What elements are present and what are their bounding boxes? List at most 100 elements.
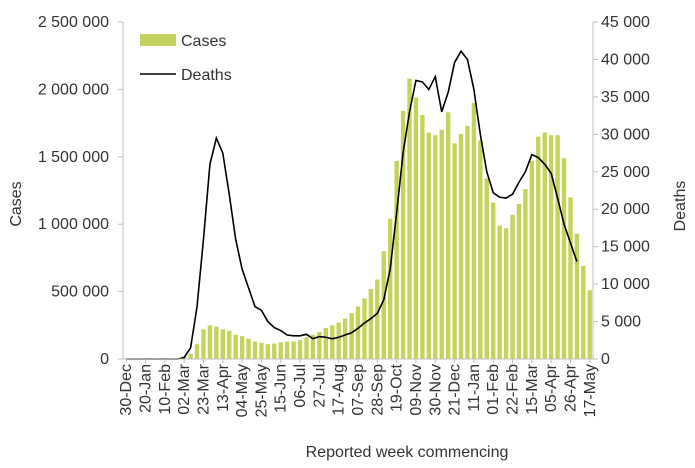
bar-cases — [439, 129, 444, 359]
bar-cases — [330, 325, 335, 359]
bar-cases — [388, 218, 393, 359]
x-tick-label: 30-Nov — [427, 364, 444, 416]
bar-cases — [426, 132, 432, 359]
bar-cases — [465, 125, 470, 359]
x-tick-label: 07-Sep — [350, 364, 367, 416]
bar-cases — [536, 136, 541, 359]
bar-cases — [587, 290, 592, 359]
x-tick-label: 27-Jul — [311, 364, 328, 408]
x-tick-label: 17-Aug — [331, 364, 348, 416]
x-axis-title: Reported week commencing — [306, 444, 509, 461]
legend-label-deaths: Deaths — [181, 67, 232, 84]
x-tick-label: 25-May — [253, 364, 270, 417]
bar-cases — [362, 298, 367, 359]
bar-cases — [246, 338, 251, 359]
x-tick-label: 22-Feb — [505, 364, 522, 415]
bar-cases — [510, 214, 515, 359]
y-right-tick-label: 10 000 — [601, 276, 650, 293]
y-axis-right-title: Deaths — [672, 181, 689, 232]
y-left-tick-label: 500 000 — [51, 284, 109, 301]
bar-cases — [433, 135, 438, 359]
x-tick-label: 21-Dec — [447, 364, 464, 416]
legend: Cases Deaths — [140, 33, 232, 84]
x-tick-label: 01-Feb — [485, 364, 502, 415]
bar-cases — [284, 341, 290, 359]
y-axis-left-title: Cases — [8, 181, 25, 226]
bar-cases — [304, 337, 309, 359]
bar-cases — [323, 328, 328, 359]
bar-cases — [484, 178, 489, 359]
bar-cases — [555, 135, 560, 359]
bar-cases — [471, 102, 477, 359]
y-left-tick-label: 2 500 000 — [38, 14, 109, 31]
bar-cases — [491, 202, 496, 359]
x-tick-label: 02-Mar — [176, 363, 193, 414]
bar-cases — [355, 306, 361, 359]
bar-cases — [542, 132, 547, 359]
bar-cases — [233, 334, 238, 359]
bar-cases — [568, 197, 573, 359]
bar-cases — [529, 160, 535, 359]
bar-cases — [194, 344, 200, 359]
bar-cases — [478, 140, 483, 359]
y-left-tick-label: 1 000 000 — [38, 216, 109, 233]
bar-cases — [381, 251, 386, 359]
bar-cases — [265, 344, 271, 359]
bar-cases — [394, 160, 399, 359]
x-tick-label: 04-May — [234, 364, 251, 417]
x-tick-label: 05-Apr — [543, 363, 560, 412]
bar-cases — [239, 336, 245, 359]
x-tick-label: 17-May — [582, 364, 599, 417]
y-right-tick-label: 5 000 — [601, 314, 641, 331]
bar-cases — [368, 288, 374, 359]
y-left-tick-label: 1 500 000 — [38, 149, 109, 166]
bar-cases — [497, 225, 502, 359]
bar-cases — [581, 265, 586, 359]
y-right-tick-label: 45 000 — [601, 14, 650, 31]
y-right-tick-label: 25 000 — [601, 164, 650, 181]
bar-cases — [375, 279, 380, 359]
x-tick-label: 19-Oct — [389, 363, 406, 412]
y-right-tick-label: 40 000 — [601, 51, 650, 68]
bar-cases — [452, 143, 457, 359]
y-right-tick-label: 15 000 — [601, 239, 650, 256]
y-right-tick-label: 20 000 — [601, 201, 650, 218]
y-left-tick-label: 2 000 000 — [38, 81, 109, 98]
bar-cases — [214, 326, 219, 359]
bar-cases — [207, 325, 213, 359]
axes: 0 500 000 1 000 000 1 500 000 2 000 000 2 500… — [38, 14, 650, 417]
bar-cases — [445, 112, 451, 359]
bar-cases — [201, 329, 206, 359]
x-tick-label: 13-Apr — [215, 363, 232, 412]
x-tick-label: 28-Sep — [369, 364, 386, 416]
bar-cases — [523, 189, 528, 359]
bar-cases — [561, 158, 567, 359]
bar-cases — [407, 78, 412, 360]
bar-cases — [349, 313, 354, 359]
x-tick-label: 23-Mar — [195, 363, 212, 414]
bar-cases — [317, 332, 322, 359]
bar-cases — [336, 322, 341, 359]
x-tick-label: 11-Jan — [466, 364, 483, 412]
x-tick-label: 09-Nov — [408, 364, 425, 416]
legend-label-cases: Cases — [181, 33, 226, 50]
x-tick-label: 15-Mar — [524, 363, 541, 414]
line-series-deaths — [126, 49, 578, 360]
bar-cases — [548, 135, 554, 359]
bar-cases — [342, 318, 348, 359]
bar-series-cases — [181, 78, 592, 360]
bar-cases — [413, 97, 419, 360]
bar-cases — [220, 329, 225, 359]
bar-cases — [458, 133, 464, 359]
bar-cases — [420, 115, 425, 359]
bar-cases — [291, 341, 296, 359]
bar-cases — [252, 341, 258, 359]
y-right-tick-label: 35 000 — [601, 89, 650, 106]
bar-cases — [516, 203, 522, 359]
y-right-tick-label: 30 000 — [601, 126, 650, 143]
bar-cases — [297, 340, 303, 359]
bar-cases — [227, 330, 232, 359]
x-tick-label: 26-Apr — [562, 363, 579, 412]
bar-cases — [272, 343, 277, 359]
